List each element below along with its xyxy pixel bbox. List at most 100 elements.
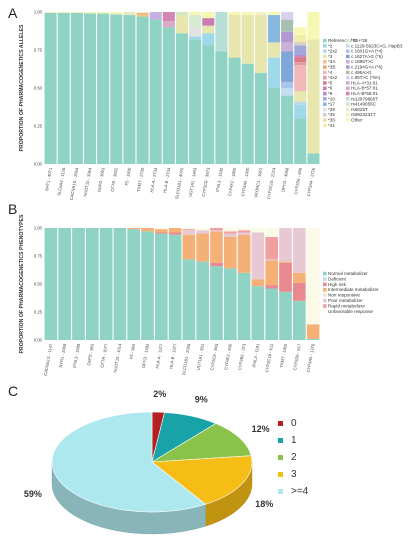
pie-percent-label: 12% — [252, 424, 270, 434]
y-tick-label: 0.00 — [34, 162, 43, 167]
bar-segment — [58, 228, 72, 340]
legend-label: Normal metabolizer — [328, 271, 368, 276]
y-tick-label: 0.25 — [34, 124, 43, 129]
legend-swatch — [346, 75, 350, 80]
legend-swatch — [346, 86, 350, 91]
bar-segment — [210, 230, 223, 232]
bar-segment — [202, 45, 215, 164]
legend-swatch — [346, 70, 350, 75]
legend-label: 1 — [291, 435, 297, 446]
bar-segment — [306, 228, 320, 325]
bar-segment — [281, 42, 294, 52]
pie-percent-label: 2% — [153, 389, 166, 399]
bar-segment — [127, 228, 141, 230]
category-label: RYR1 - 2069 — [58, 343, 67, 368]
bar-segment — [182, 234, 196, 260]
bar-segment — [292, 300, 306, 340]
bar-segment — [254, 72, 267, 164]
legend-swatch — [323, 81, 327, 85]
bar-segment — [294, 42, 307, 46]
bar-segment — [189, 27, 202, 37]
bar-segment — [281, 12, 294, 20]
pie-slice — [151, 455, 253, 505]
bar-segment — [154, 233, 168, 340]
category-label: SLC6A4 - 1126 — [56, 167, 66, 196]
bar-segment — [113, 228, 127, 340]
bar-segment — [215, 12, 228, 52]
bar-segment — [70, 12, 83, 13]
bar-segment — [281, 31, 294, 43]
bar-segment — [294, 62, 307, 66]
category-label: F5 - 1930 — [124, 167, 132, 186]
bar-segment — [265, 259, 279, 261]
y-tick-label: 0.75 — [34, 48, 43, 53]
bar-segment — [44, 12, 57, 13]
legend-label: *41 — [328, 123, 335, 128]
legend-swatch — [346, 102, 350, 106]
legend-swatch — [278, 438, 283, 443]
y-tick-label: 1.00 — [34, 10, 43, 15]
bar-segment — [83, 13, 97, 164]
bar-segment — [265, 228, 279, 237]
bar-segment — [294, 45, 307, 55]
bar-segment — [265, 288, 279, 340]
category-label: IFNL3 - 1191 — [251, 343, 260, 368]
legend-label: Unfavorable response — [328, 309, 373, 314]
legend-label: *17 — [328, 102, 335, 107]
bar-segment — [168, 234, 182, 340]
bar-segment — [294, 65, 307, 92]
bar-segment — [154, 229, 168, 233]
bar-segment — [44, 228, 58, 340]
bar-segment — [223, 231, 237, 234]
category-label: CYP3A4 - 2726 — [306, 167, 316, 197]
legend-label: HLA-B*58:01 — [351, 91, 378, 96]
bar-segment — [294, 27, 307, 35]
category-label: HLA-B - 2734 — [162, 167, 171, 194]
bar-segment — [202, 18, 215, 26]
category-label: TPMT - 2730 — [136, 167, 145, 193]
bar-segment — [72, 228, 85, 340]
bar-segment — [154, 232, 168, 234]
bar-segment — [265, 260, 279, 286]
legend-label: rs4149056C — [351, 102, 377, 107]
bar-segment — [99, 228, 113, 340]
y-tick-label: 0.75 — [34, 254, 43, 259]
bar-segment — [294, 91, 307, 102]
bar-segment — [279, 261, 292, 263]
panel-a-stacked-bar-chart: 0.00 0.25 0.50 0.75 1.00 PROPORTION OF PHARMA… — [19, 10, 403, 201]
legend-swatch — [323, 75, 327, 80]
bar-segment — [307, 153, 320, 164]
legend-swatch — [323, 65, 327, 69]
bar-segment — [294, 40, 307, 43]
bar-segment — [292, 282, 306, 301]
legend-swatch — [346, 118, 350, 122]
legend-label: *10 — [328, 96, 335, 101]
category-label: CYP2C9 - 3973 — [201, 167, 211, 197]
bar-segment — [175, 33, 189, 164]
legend-label: *4 — [328, 70, 333, 75]
bar-segment — [251, 228, 265, 233]
category-label: G6PD - 965 — [86, 343, 95, 366]
legend-label: c.85T>C (*9A) — [351, 75, 381, 80]
bar-segment — [281, 81, 294, 88]
legend-label: *3A — [328, 59, 336, 64]
legend-label: *35 — [328, 112, 335, 117]
legend-swatch — [278, 489, 283, 494]
bar-segment — [196, 261, 210, 340]
bar-segment — [162, 27, 175, 165]
legend-label: >=4 — [291, 486, 309, 497]
bar-segment — [228, 15, 241, 58]
bar-segment — [189, 39, 202, 164]
bar-segment — [196, 228, 210, 231]
category-label: CFTR - 3002 — [110, 167, 119, 192]
bar-segment — [292, 272, 306, 283]
legend-label: 2 — [291, 452, 297, 463]
bar-segment — [175, 15, 189, 34]
bar-segment — [168, 232, 182, 235]
bar-segment — [189, 12, 202, 16]
legend-swatch — [346, 38, 350, 43]
pie-percent-label: 59% — [24, 489, 42, 499]
legend-swatch — [346, 91, 350, 96]
legend-swatch — [346, 113, 350, 117]
bar-segment — [110, 12, 123, 15]
